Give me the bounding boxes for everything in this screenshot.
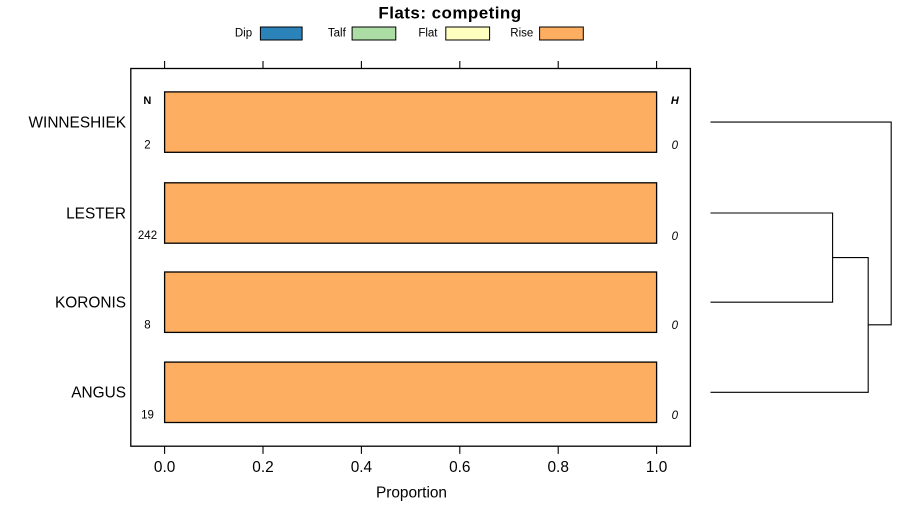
svg-text:0.6: 0.6 xyxy=(449,459,470,476)
svg-text:H: H xyxy=(671,95,680,107)
svg-text:2: 2 xyxy=(144,139,150,151)
svg-text:LESTER: LESTER xyxy=(66,205,126,222)
svg-text:Rise: Rise xyxy=(510,27,533,39)
svg-text:Flat: Flat xyxy=(418,27,438,39)
svg-text:19: 19 xyxy=(141,410,154,422)
svg-text:0.2: 0.2 xyxy=(252,459,273,476)
svg-text:Dip: Dip xyxy=(235,27,252,39)
svg-text:Proportion: Proportion xyxy=(376,485,447,502)
svg-text:0: 0 xyxy=(672,231,679,243)
svg-text:0.0: 0.0 xyxy=(154,459,175,476)
svg-text:1.0: 1.0 xyxy=(646,459,667,476)
svg-text:Flats: competing: Flats: competing xyxy=(378,4,521,23)
svg-text:KORONIS: KORONIS xyxy=(55,295,126,312)
svg-text:0: 0 xyxy=(672,140,679,152)
svg-text:242: 242 xyxy=(138,230,157,242)
svg-text:N: N xyxy=(143,95,151,107)
svg-text:8: 8 xyxy=(144,319,150,331)
svg-text:0: 0 xyxy=(672,410,679,422)
svg-text:WINNESHIEK: WINNESHIEK xyxy=(29,115,127,132)
svg-text:Talf: Talf xyxy=(328,27,347,39)
svg-text:0: 0 xyxy=(672,320,679,332)
svg-text:0.8: 0.8 xyxy=(547,459,568,476)
svg-text:0.4: 0.4 xyxy=(351,459,373,476)
svg-text:ANGUS: ANGUS xyxy=(71,385,126,402)
